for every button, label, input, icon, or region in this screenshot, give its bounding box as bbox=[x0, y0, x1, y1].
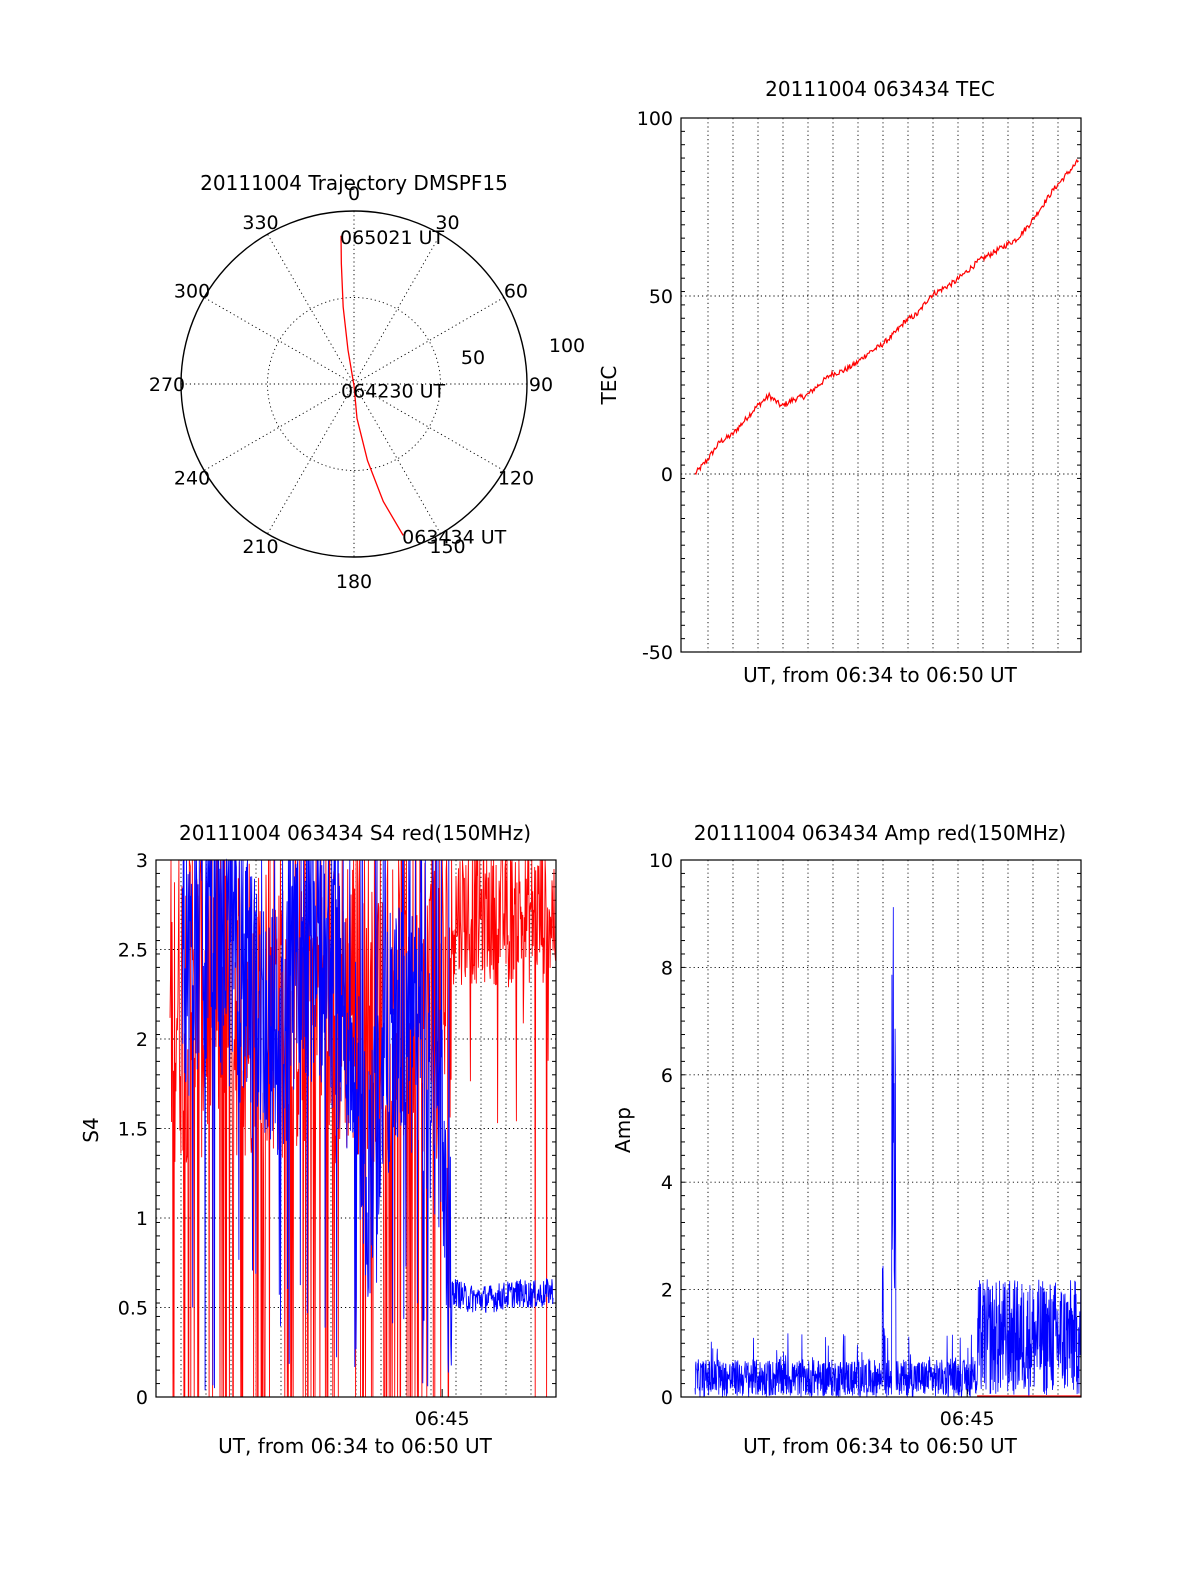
amp-xtick: 06:45 bbox=[940, 1408, 995, 1430]
s4-ytick: 0.5 bbox=[118, 1298, 148, 1320]
polar-azimuth-tick: 330 bbox=[242, 212, 278, 234]
amp-ytick: 8 bbox=[661, 957, 673, 979]
s4-xtick: 06:45 bbox=[415, 1408, 470, 1430]
tec-ytick: 100 bbox=[637, 108, 673, 130]
polar-radial-tick: 50 bbox=[461, 347, 485, 369]
trajectory-time-label: 063434 UT bbox=[402, 526, 506, 548]
polar-azimuth-tick: 300 bbox=[174, 281, 210, 303]
s4-ytick: 3 bbox=[136, 850, 148, 872]
polar-azimuth-tick: 240 bbox=[174, 468, 210, 490]
s4-ytick: 0 bbox=[136, 1387, 148, 1409]
polar-inner-circle bbox=[267, 297, 441, 471]
amp-ytick: 2 bbox=[661, 1280, 673, 1302]
s4-ytick: 2.5 bbox=[118, 940, 148, 962]
polar-azimuth-tick: 90 bbox=[529, 374, 553, 396]
s4-body: 0 0.5 1 1.5 2 2.5 3 06:45 bbox=[118, 850, 557, 1430]
polar-azimuth-tick: 150 bbox=[429, 536, 465, 558]
trajectory-time-label: 065021 UT bbox=[340, 227, 444, 249]
s4-blue-series bbox=[181, 858, 554, 1391]
s4-ylabel: S4 bbox=[79, 1117, 103, 1142]
amp-frame bbox=[680, 859, 1082, 1398]
trajectory-track bbox=[340, 235, 404, 536]
amp-ytick: 6 bbox=[661, 1065, 673, 1087]
amp-title: 20111004 063434 Amp red(150MHz) bbox=[694, 821, 1066, 845]
amp-ytick: 0 bbox=[661, 1387, 673, 1409]
s4-plot: 20111004 063434 S4 red(150MHz) UT, from … bbox=[79, 821, 557, 1458]
trajectory-title: 20111004 Trajectory DMSPF15 bbox=[200, 171, 508, 195]
polar-azimuth-tick: 30 bbox=[435, 212, 459, 234]
polar-azimuth-tick: 0 bbox=[348, 183, 360, 205]
amp-series-line bbox=[694, 907, 1082, 1398]
tec-body: -50 0 50 100 bbox=[637, 108, 1082, 664]
amp-plot: 20111004 063434 Amp red(150MHz) UT, from… bbox=[611, 821, 1082, 1458]
s4-frame bbox=[155, 859, 557, 1398]
polar-azimuth-tick: 270 bbox=[149, 374, 185, 396]
polar-radial-tick: 100 bbox=[549, 335, 585, 357]
tec-ytick: -50 bbox=[642, 642, 673, 664]
tec-series-line bbox=[694, 158, 1079, 476]
s4-ytick: 1 bbox=[136, 1208, 148, 1230]
tec-title: 20111004 063434 TEC bbox=[765, 77, 995, 101]
amp-ytick: 4 bbox=[661, 1172, 673, 1194]
amp-xlabel: UT, from 06:34 to 06:50 UT bbox=[743, 1434, 1018, 1458]
polar-azimuth-tick: 60 bbox=[504, 281, 528, 303]
tec-ytick: 50 bbox=[649, 286, 673, 308]
trajectory-polar-plot: 20111004 Trajectory DMSPF15 0 30 60 90 120 15… bbox=[149, 171, 585, 593]
tec-plot: 20111004 063434 TEC UT, from 06:34 to 06… bbox=[597, 77, 1082, 687]
tec-ytick: 0 bbox=[661, 464, 673, 486]
polar-azimuth-tick: 120 bbox=[498, 468, 534, 490]
amp-ylabel: Amp bbox=[611, 1107, 635, 1153]
amp-ytick: 10 bbox=[649, 850, 673, 872]
polar-azimuth-tick: 210 bbox=[242, 536, 278, 558]
polar-body: 0 30 60 90 120 150 180 210 240 270 300 330 50 100 0650… bbox=[149, 183, 585, 593]
tec-xlabel: UT, from 06:34 to 06:50 UT bbox=[743, 663, 1018, 687]
s4-title: 20111004 063434 S4 red(150MHz) bbox=[179, 821, 531, 845]
s4-ytick: 1.5 bbox=[118, 1119, 148, 1141]
amp-body: 0 2 4 6 8 10 06:45 bbox=[649, 850, 1082, 1430]
s4-ytick: 2 bbox=[136, 1029, 148, 1051]
polar-azimuth-tick: 180 bbox=[336, 571, 372, 593]
s4-xlabel: UT, from 06:34 to 06:50 UT bbox=[218, 1434, 493, 1458]
tec-frame bbox=[680, 117, 1082, 653]
tec-ylabel: TEC bbox=[597, 366, 621, 406]
trajectory-time-label: 064230 UT bbox=[341, 381, 445, 403]
